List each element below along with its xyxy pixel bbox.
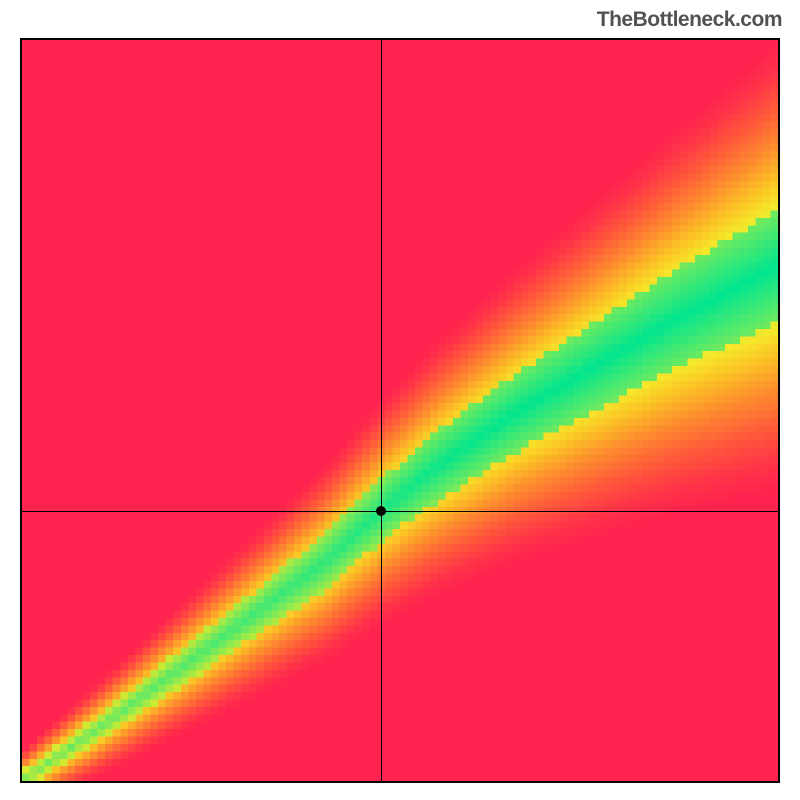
crosshair-marker bbox=[376, 506, 386, 516]
crosshair-horizontal bbox=[22, 511, 778, 512]
crosshair-vertical bbox=[381, 40, 382, 781]
heatmap-canvas bbox=[22, 40, 778, 781]
watermark-text: TheBottleneck.com bbox=[597, 8, 782, 32]
heatmap-plot bbox=[20, 38, 780, 783]
